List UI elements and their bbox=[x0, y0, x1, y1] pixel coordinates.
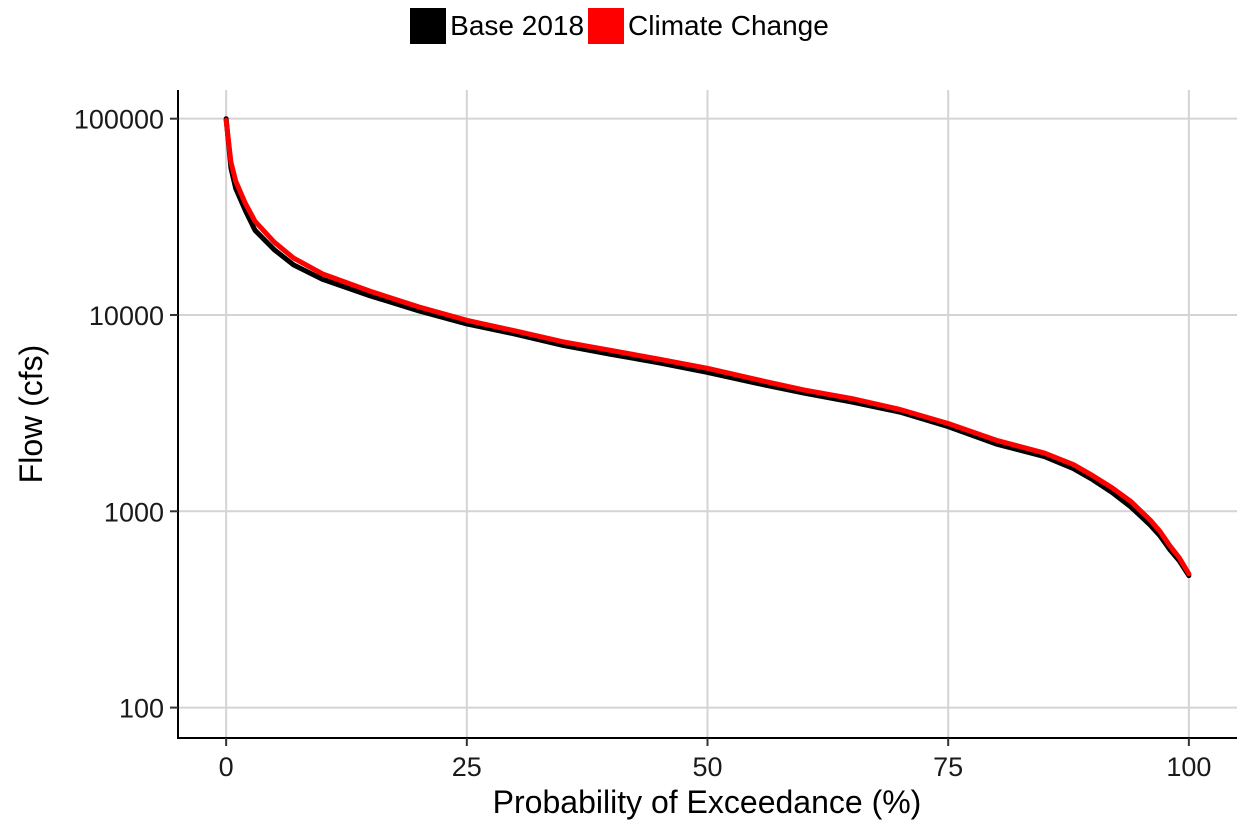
y-tick-label: 1000 bbox=[104, 497, 164, 527]
x-axis-title: Probability of Exceedance (%) bbox=[493, 784, 922, 820]
legend-item-climate-change: Climate Change bbox=[588, 8, 829, 44]
x-tick-label: 75 bbox=[933, 752, 963, 782]
legend-item-base-2018: Base 2018 bbox=[410, 8, 584, 44]
x-tick-label: 50 bbox=[692, 752, 722, 782]
x-tick-label: 100 bbox=[1166, 752, 1211, 782]
grid bbox=[178, 90, 1237, 738]
legend-label-climate-change: Climate Change bbox=[628, 10, 829, 41]
x-tick-label: 0 bbox=[219, 752, 234, 782]
x-tick-label: 25 bbox=[452, 752, 482, 782]
y-axis-title: Flow (cfs) bbox=[13, 345, 49, 484]
series-lines bbox=[223, 116, 1192, 579]
legend-swatch-base-2018 bbox=[410, 8, 447, 44]
legend-label-base-2018: Base 2018 bbox=[450, 10, 585, 41]
y-tick-label: 100 bbox=[119, 694, 164, 724]
y-tick-label: 10000 bbox=[89, 301, 164, 331]
y-tick-label: 100000 bbox=[74, 105, 164, 135]
legend: Base 2018 Climate Change bbox=[0, 6, 1239, 46]
ticks: 0 25 50 75 100 100 1000 10000 100000 bbox=[74, 105, 1212, 782]
series-line-climate-change bbox=[223, 117, 1192, 577]
series-line-base-2018 bbox=[223, 116, 1192, 579]
legend-swatch-climate-change bbox=[588, 8, 625, 44]
